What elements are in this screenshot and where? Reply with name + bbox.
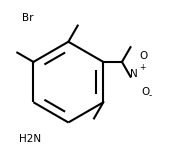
Text: -: - <box>149 91 152 100</box>
Text: Br: Br <box>22 13 33 23</box>
Text: O: O <box>140 51 148 61</box>
Text: H2N: H2N <box>19 134 41 144</box>
Text: +: + <box>139 63 145 72</box>
Text: O: O <box>142 87 150 97</box>
Text: N: N <box>130 69 137 79</box>
